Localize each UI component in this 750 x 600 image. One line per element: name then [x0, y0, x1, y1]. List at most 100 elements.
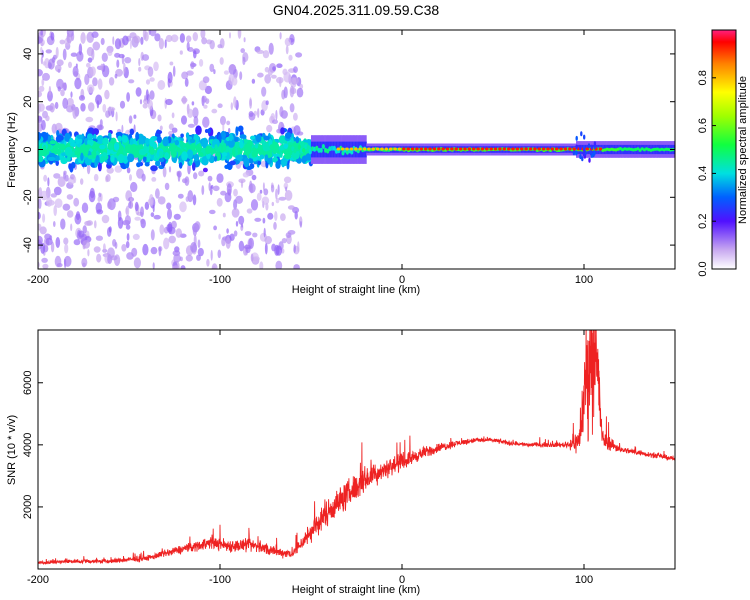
- heat-blob-1429: [195, 125, 202, 135]
- heat-peak-2286: [375, 147, 380, 151]
- heat-blob-1590: [257, 160, 262, 166]
- heat-blob-587: [42, 213, 46, 223]
- heat-blob-8: [124, 57, 132, 64]
- heat-blob-394: [119, 100, 126, 109]
- heat-blob-553: [217, 103, 223, 108]
- heat-blob-1386: [254, 143, 259, 149]
- heat-blob-466: [252, 256, 260, 262]
- heat-blob-1534: [257, 144, 263, 152]
- heat-blob-1551: [275, 160, 281, 169]
- snr-x-tick-label-1: -100: [209, 574, 231, 586]
- spectrogram-y-label: Frequency (Hz): [6, 112, 18, 188]
- heat-peak-2296: [419, 147, 424, 151]
- heat-blob-655: [264, 236, 273, 245]
- heat-peak-2334: [585, 147, 590, 151]
- heat-blob-279: [130, 181, 138, 193]
- heat-blob-1517: [60, 157, 68, 165]
- heat-blob-581: [251, 174, 257, 181]
- heat-blob-254: [38, 223, 42, 231]
- heat-blob-458: [257, 72, 264, 78]
- heat-blob-213: [230, 102, 233, 110]
- heat-blob-398: [38, 116, 43, 124]
- heat-blob-635: [59, 39, 65, 45]
- heat-blob-699: [211, 108, 218, 114]
- heat-blob-223: [125, 224, 131, 230]
- heat-blob-167: [70, 223, 73, 232]
- heat-blob-148: [40, 46, 43, 54]
- heat-blob-689: [149, 194, 154, 206]
- heat-blob-414: [64, 243, 69, 254]
- heat-blob-1527: [283, 149, 289, 156]
- heat-blob-917: [248, 159, 254, 164]
- heat-band-mid-1617: [322, 141, 325, 158]
- heat-blob-126: [217, 249, 222, 259]
- heat-blob-1541: [272, 149, 277, 154]
- heat-blob-76: [66, 97, 74, 107]
- heat-blob-11: [114, 165, 123, 173]
- heat-peak-2308: [471, 147, 476, 151]
- heat-blob-589: [54, 101, 59, 110]
- heat-blob-287: [225, 237, 231, 249]
- heat-blob-533: [64, 174, 69, 182]
- heat-blob-156: [134, 216, 141, 221]
- heat-blob-1342: [92, 128, 100, 136]
- heat-peak-2318: [515, 147, 520, 151]
- heat-blob-502: [48, 58, 55, 70]
- heat-blob-337: [158, 38, 164, 50]
- heat-blob-572: [48, 85, 52, 96]
- heat-blob-1550: [149, 137, 155, 147]
- heat-blob-415: [144, 201, 150, 210]
- heat-blob-221: [186, 35, 192, 43]
- heat-blob-508: [43, 174, 48, 182]
- heat-peak-2309: [476, 147, 480, 151]
- snr-x-tick-label-0: -200: [27, 574, 49, 586]
- heat-blob-649: [265, 100, 269, 105]
- heat-blob-305: [91, 31, 99, 38]
- colorbar-tick-label-3: 0.6: [697, 118, 709, 133]
- heat-blob-544: [122, 35, 129, 46]
- spectrogram-y-ticks: -40 -20 0 20 40: [22, 48, 675, 253]
- heat-blob-1588: [239, 138, 243, 149]
- heat-blob-814: [136, 162, 141, 168]
- heat-blob-606: [274, 211, 278, 221]
- heat-blob-1595: [69, 137, 74, 143]
- heat-blob-54: [179, 50, 183, 55]
- heat-blob-463: [150, 246, 158, 255]
- heat-blob-688: [70, 91, 73, 98]
- heat-blob-1053: [97, 161, 102, 172]
- heat-blob-160: [271, 201, 274, 207]
- heat-blob-564: [231, 76, 238, 86]
- heat-peak-2294: [410, 147, 415, 151]
- heat-blob-360: [179, 201, 187, 213]
- spectrogram-y-tick-label-4: 40: [22, 48, 34, 60]
- heat-blob-196: [140, 206, 144, 218]
- heat-blob-469: [231, 208, 240, 218]
- heat-peak-2302: [445, 147, 450, 151]
- heat-blob-116: [144, 95, 147, 102]
- heat-disturb-2339: [575, 135, 578, 141]
- heat-blob-263: [281, 238, 287, 244]
- heat-disturb-2350: [575, 144, 578, 150]
- heat-blob-430: [241, 223, 244, 228]
- heat-blob-568: [278, 196, 287, 201]
- heat-blob-1597: [201, 139, 208, 149]
- heat-blob-332: [210, 184, 214, 189]
- heat-blob-687: [212, 266, 216, 269]
- heat-core-2129: [350, 149, 354, 155]
- heat-peak-2297: [423, 147, 428, 151]
- heat-blob-1404: [100, 155, 106, 163]
- heat-blob-545: [279, 106, 284, 118]
- heat-blob-534: [61, 82, 66, 90]
- heat-blob-530: [275, 245, 283, 256]
- heat-blob-1176: [252, 157, 256, 162]
- heat-core-2125: [341, 150, 345, 156]
- spectrogram-x-tick-label-2: 0: [399, 274, 405, 286]
- heat-blob-317: [38, 69, 43, 77]
- snr-series-line: [38, 330, 675, 565]
- heat-blob-1463: [117, 135, 122, 142]
- heat-blob-1420: [193, 153, 200, 162]
- heat-blob-1138: [150, 165, 158, 172]
- heat-peak-2298: [428, 147, 432, 151]
- heat-blob-1587: [244, 143, 251, 153]
- heat-blob-303: [53, 173, 61, 179]
